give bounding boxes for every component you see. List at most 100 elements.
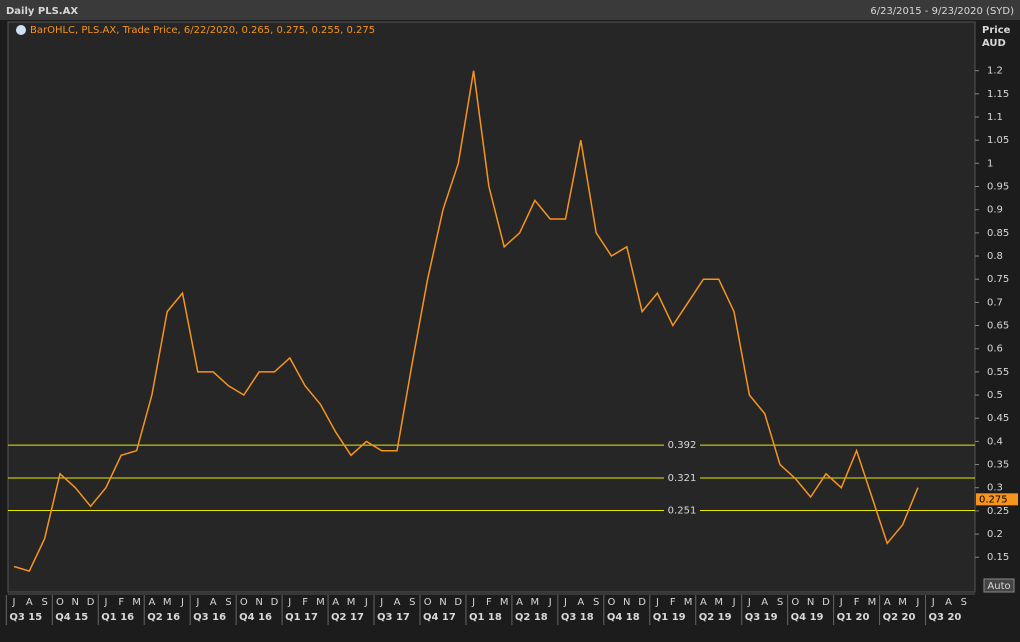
- y-tick-label: 0.45: [987, 413, 1009, 424]
- x-tick-label: J: [931, 597, 935, 608]
- x-tick-label: D: [87, 597, 95, 608]
- x-tick-label: J: [655, 597, 659, 608]
- y-tick-label: 0.9: [987, 205, 1003, 216]
- x-tick-label: F: [302, 597, 308, 608]
- quarter-label: Q1 18: [469, 612, 502, 623]
- y-tick-label: 1.15: [987, 89, 1009, 100]
- last-price-label: 0.275: [979, 494, 1008, 505]
- price-line: [13, 70, 919, 573]
- legend-text: BarOHLC, PLS.AX, Trade Price, 6/22/2020,…: [30, 25, 375, 36]
- x-tick-label: N: [255, 597, 262, 608]
- header-bar: [0, 0, 1020, 20]
- x-tick-label: N: [439, 597, 446, 608]
- quarter-label: Q3 18: [561, 612, 594, 623]
- x-tick-label: F: [486, 597, 492, 608]
- x-tick-label: O: [56, 597, 64, 608]
- level-label: 0.392: [668, 440, 697, 451]
- last-price-tag: [976, 493, 1018, 506]
- x-tick-label: M: [898, 597, 907, 608]
- quarter-label: Q2 16: [147, 612, 180, 623]
- y-tick-label: 1.05: [987, 135, 1009, 146]
- y-tick-label: 0.95: [987, 182, 1009, 193]
- x-tick-label: D: [638, 597, 646, 608]
- y-tick-label: 0.3: [987, 483, 1003, 494]
- x-tick-label: M: [347, 597, 356, 608]
- x-tick-label: N: [623, 597, 630, 608]
- x-tick-label: M: [163, 597, 172, 608]
- x-tick-label: N: [72, 597, 79, 608]
- x-tick-label: J: [839, 597, 843, 608]
- x-tick-label: M: [714, 597, 723, 608]
- quarter-label: Q4 15: [55, 612, 88, 623]
- y-tick-label: 1: [987, 158, 993, 169]
- x-tick-label: F: [670, 597, 676, 608]
- y-tick-label: 0.7: [987, 297, 1003, 308]
- x-tick-label: F: [118, 597, 124, 608]
- x-tick-label: A: [394, 597, 401, 608]
- date-range: 6/23/2015 - 9/23/2020 (SYD): [870, 6, 1014, 17]
- x-tick-label: A: [210, 597, 217, 608]
- y-tick-label: 0.55: [987, 367, 1009, 378]
- level-label-bg: [664, 472, 700, 484]
- x-tick-label: M: [531, 597, 540, 608]
- quarter-label: Q2 19: [699, 612, 732, 623]
- y-tick-label: 0.4: [987, 436, 1003, 447]
- y-tick-label: 0.2: [987, 529, 1003, 540]
- x-tick-label: J: [471, 597, 475, 608]
- x-tick-label: J: [195, 597, 199, 608]
- x-tick-label: S: [593, 597, 599, 608]
- chart-title: Daily PLS.AX: [6, 6, 78, 17]
- x-tick-label: J: [379, 597, 383, 608]
- x-tick-label: M: [684, 597, 693, 608]
- quarter-label: Q4 17: [423, 612, 456, 623]
- x-tick-label: M: [316, 597, 325, 608]
- quarter-label: Q2 20: [883, 612, 916, 623]
- x-tick-label: O: [608, 597, 616, 608]
- y-axis-label: Price: [982, 25, 1011, 36]
- y-axis-unit: AUD: [982, 38, 1006, 49]
- level-label: 0.251: [668, 505, 697, 516]
- x-tick-label: A: [148, 597, 155, 608]
- quarter-label: Q4 18: [607, 612, 640, 623]
- x-tick-label: M: [868, 597, 877, 608]
- quarter-label: Q4 19: [791, 612, 824, 623]
- x-tick-label: O: [240, 597, 248, 608]
- x-tick-label: A: [884, 597, 891, 608]
- y-tick-label: 0.8: [987, 251, 1003, 262]
- y-tick-label: 0.75: [987, 274, 1009, 285]
- x-tick-label: A: [26, 597, 33, 608]
- x-tick-label: S: [41, 597, 47, 608]
- legend-icon: [16, 25, 26, 35]
- x-tick-label: J: [287, 597, 291, 608]
- auto-button-label[interactable]: Auto: [987, 581, 1010, 592]
- x-tick-label: O: [424, 597, 432, 608]
- y-tick-label: 0.6: [987, 344, 1003, 355]
- x-tick-label: J: [12, 597, 16, 608]
- x-tick-label: D: [271, 597, 279, 608]
- quarter-label: Q4 16: [239, 612, 272, 623]
- quarter-label: Q3 19: [745, 612, 778, 623]
- quarter-label: Q1 19: [653, 612, 686, 623]
- y-tick-label: 0.25: [987, 506, 1009, 517]
- y-tick-label: 1.1: [987, 112, 1003, 123]
- x-tick-label: A: [761, 597, 768, 608]
- x-tick-label: M: [132, 597, 141, 608]
- quarter-label: Q3 16: [193, 612, 226, 623]
- x-tick-label: S: [777, 597, 783, 608]
- plot-area: [7, 21, 976, 593]
- quarter-label: Q3 15: [9, 612, 42, 623]
- x-tick-label: J: [915, 597, 919, 608]
- x-tick-label: S: [409, 597, 415, 608]
- quarter-label: Q1 16: [101, 612, 134, 623]
- x-tick-label: O: [791, 597, 799, 608]
- x-tick-label: M: [500, 597, 509, 608]
- x-tick-label: A: [700, 597, 707, 608]
- auto-button[interactable]: [983, 578, 1015, 593]
- x-tick-label: A: [332, 597, 339, 608]
- y-tick-label: 0.65: [987, 321, 1009, 332]
- x-tick-label: J: [732, 597, 736, 608]
- quarter-label: Q1 20: [837, 612, 870, 623]
- x-tick-label: D: [454, 597, 462, 608]
- x-tick-label: A: [577, 597, 584, 608]
